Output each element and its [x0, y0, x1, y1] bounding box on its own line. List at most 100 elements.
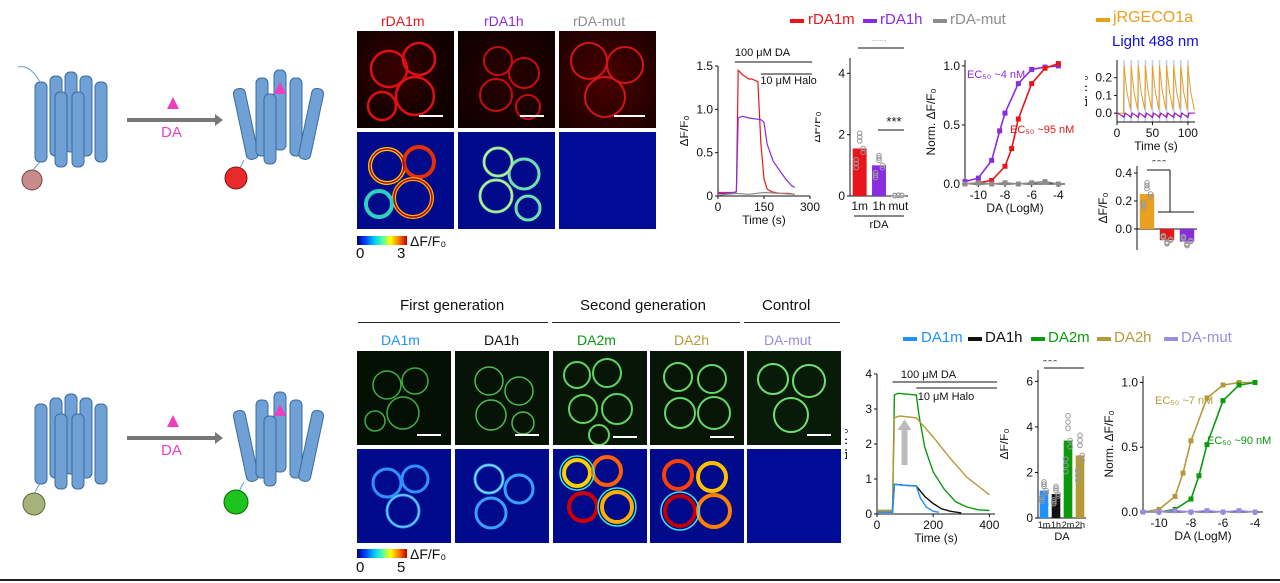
series-line	[1143, 509, 1256, 513]
data-point	[1172, 493, 1178, 499]
series-line	[717, 191, 795, 196]
x-tick-label: -6	[1026, 188, 1037, 202]
data-point	[1180, 470, 1186, 476]
data-point	[1002, 110, 1008, 116]
data-point	[1252, 379, 1258, 385]
data-point	[1077, 437, 1083, 444]
y-tick-label: 1.0	[943, 59, 960, 73]
data-point	[1029, 180, 1035, 186]
data-point	[1063, 456, 1069, 462]
data-point	[989, 157, 995, 163]
data-point	[1051, 500, 1057, 507]
bar	[1063, 440, 1073, 518]
data-point	[1055, 491, 1061, 497]
micrograph-rdamut-red	[559, 31, 656, 128]
y-tick-label: 0.0	[943, 177, 960, 191]
data-point	[989, 177, 995, 183]
data-point	[1042, 65, 1048, 71]
micro-label-rdamut: rDA-mut	[573, 13, 626, 29]
data-point	[1236, 508, 1242, 514]
ec50-label-da2m: EC₅₀ ~90 nM	[1207, 435, 1271, 447]
legend-swatch	[863, 19, 877, 23]
data-point	[1144, 182, 1150, 189]
series-line	[1116, 111, 1195, 119]
y-tick-label: 1.0	[1121, 375, 1138, 389]
data-point	[1065, 425, 1071, 431]
light-label: Light 488 nm	[1112, 33, 1199, 50]
colorbar-a-unit: ΔF/F₀	[410, 233, 447, 249]
chart-b-bars: 0 2 4 6 ΔF/F₀ 1m 1h 2m 2h DA ***	[1000, 360, 1086, 543]
data-point	[1160, 234, 1167, 241]
colorbar-a-min: 0	[356, 245, 365, 262]
increase-arrow-head	[897, 419, 912, 430]
significance-stars: ***	[886, 114, 901, 129]
data-point	[1196, 473, 1202, 479]
data-point	[1039, 494, 1045, 501]
schematic-rda-inactive	[17, 66, 108, 191]
data-point	[997, 128, 1003, 134]
data-point	[1065, 413, 1071, 419]
x-tick-label: -8	[1186, 516, 1197, 530]
bar	[852, 148, 867, 196]
heatmap-da2m	[553, 449, 647, 543]
ligand-triangle-icon	[167, 97, 179, 109]
data-point	[1055, 181, 1061, 187]
data-point	[1180, 235, 1187, 242]
schematic-rda-active	[224, 69, 325, 190]
group-label: rDA	[870, 219, 890, 231]
y-tick-label: 0.5	[943, 118, 960, 132]
data-point	[1042, 179, 1048, 185]
legend-label: DA1m	[921, 329, 963, 346]
heatmap-da1h	[455, 449, 549, 543]
data-point	[1043, 487, 1049, 494]
x-tick-label: -4	[1250, 516, 1261, 530]
micrograph-da2m-green	[553, 351, 647, 445]
data-point	[962, 181, 968, 187]
header-rule	[552, 322, 740, 323]
y-tick-label: 0.0	[1115, 222, 1132, 236]
category-label: 1h	[1051, 520, 1061, 530]
micro-label-da1h: DA1h	[484, 332, 520, 348]
data-point	[895, 192, 902, 198]
chart-b-dose: 0.0 0.5 1.0 Norm. ΔF/F₀ -10 -8 -6 -4 DA (LogM) EC…	[1102, 375, 1271, 543]
y-tick-label: 4	[865, 367, 872, 381]
data-point	[1015, 116, 1021, 122]
legend-label: rDA-mut	[950, 11, 1006, 28]
data-point	[1220, 398, 1226, 404]
y-tick-label: 4	[838, 66, 845, 80]
data-point	[1252, 509, 1258, 515]
data-point	[1184, 242, 1190, 249]
legend-label: DA1h	[985, 329, 1023, 346]
x-axis-label: DA (LogM)	[1174, 529, 1231, 543]
data-point	[1002, 180, 1008, 186]
x-tick-label: 100	[1178, 126, 1198, 140]
y-tick-label: 1.5	[696, 59, 713, 73]
ec50-label-rda1h: EC₅₀ ~4 nM	[967, 69, 1025, 81]
x-axis-label: DA (LogM)	[986, 201, 1043, 215]
bar	[1075, 455, 1085, 518]
data-point	[1075, 467, 1081, 474]
y-axis-label: ΔF/F₀	[845, 428, 850, 459]
micro-label-rda1m: rDA1m	[381, 13, 425, 29]
significance-stars: ***	[871, 40, 886, 48]
significance-stars: ***	[1042, 360, 1057, 369]
data-point	[892, 192, 898, 199]
y-tick-label: 0	[865, 507, 872, 521]
legend-label: rDA1m	[808, 11, 855, 28]
y-tick-label: 2	[838, 128, 845, 142]
data-point	[1043, 490, 1049, 496]
increase-arrow	[901, 430, 908, 465]
data-point	[856, 130, 863, 137]
data-point	[1029, 81, 1035, 87]
data-point	[1051, 498, 1057, 505]
y-tick-label: 0	[706, 189, 713, 203]
data-point	[1147, 194, 1154, 200]
micrograph-rda1m-red	[357, 31, 454, 128]
data-point	[1140, 202, 1147, 209]
x-tick-label: 0	[874, 518, 881, 532]
data-point	[1147, 191, 1154, 197]
group-label: DA	[1054, 531, 1070, 543]
y-tick-label: 2	[865, 437, 872, 451]
colorbar-b-unit: ΔF/F₀	[410, 546, 447, 562]
